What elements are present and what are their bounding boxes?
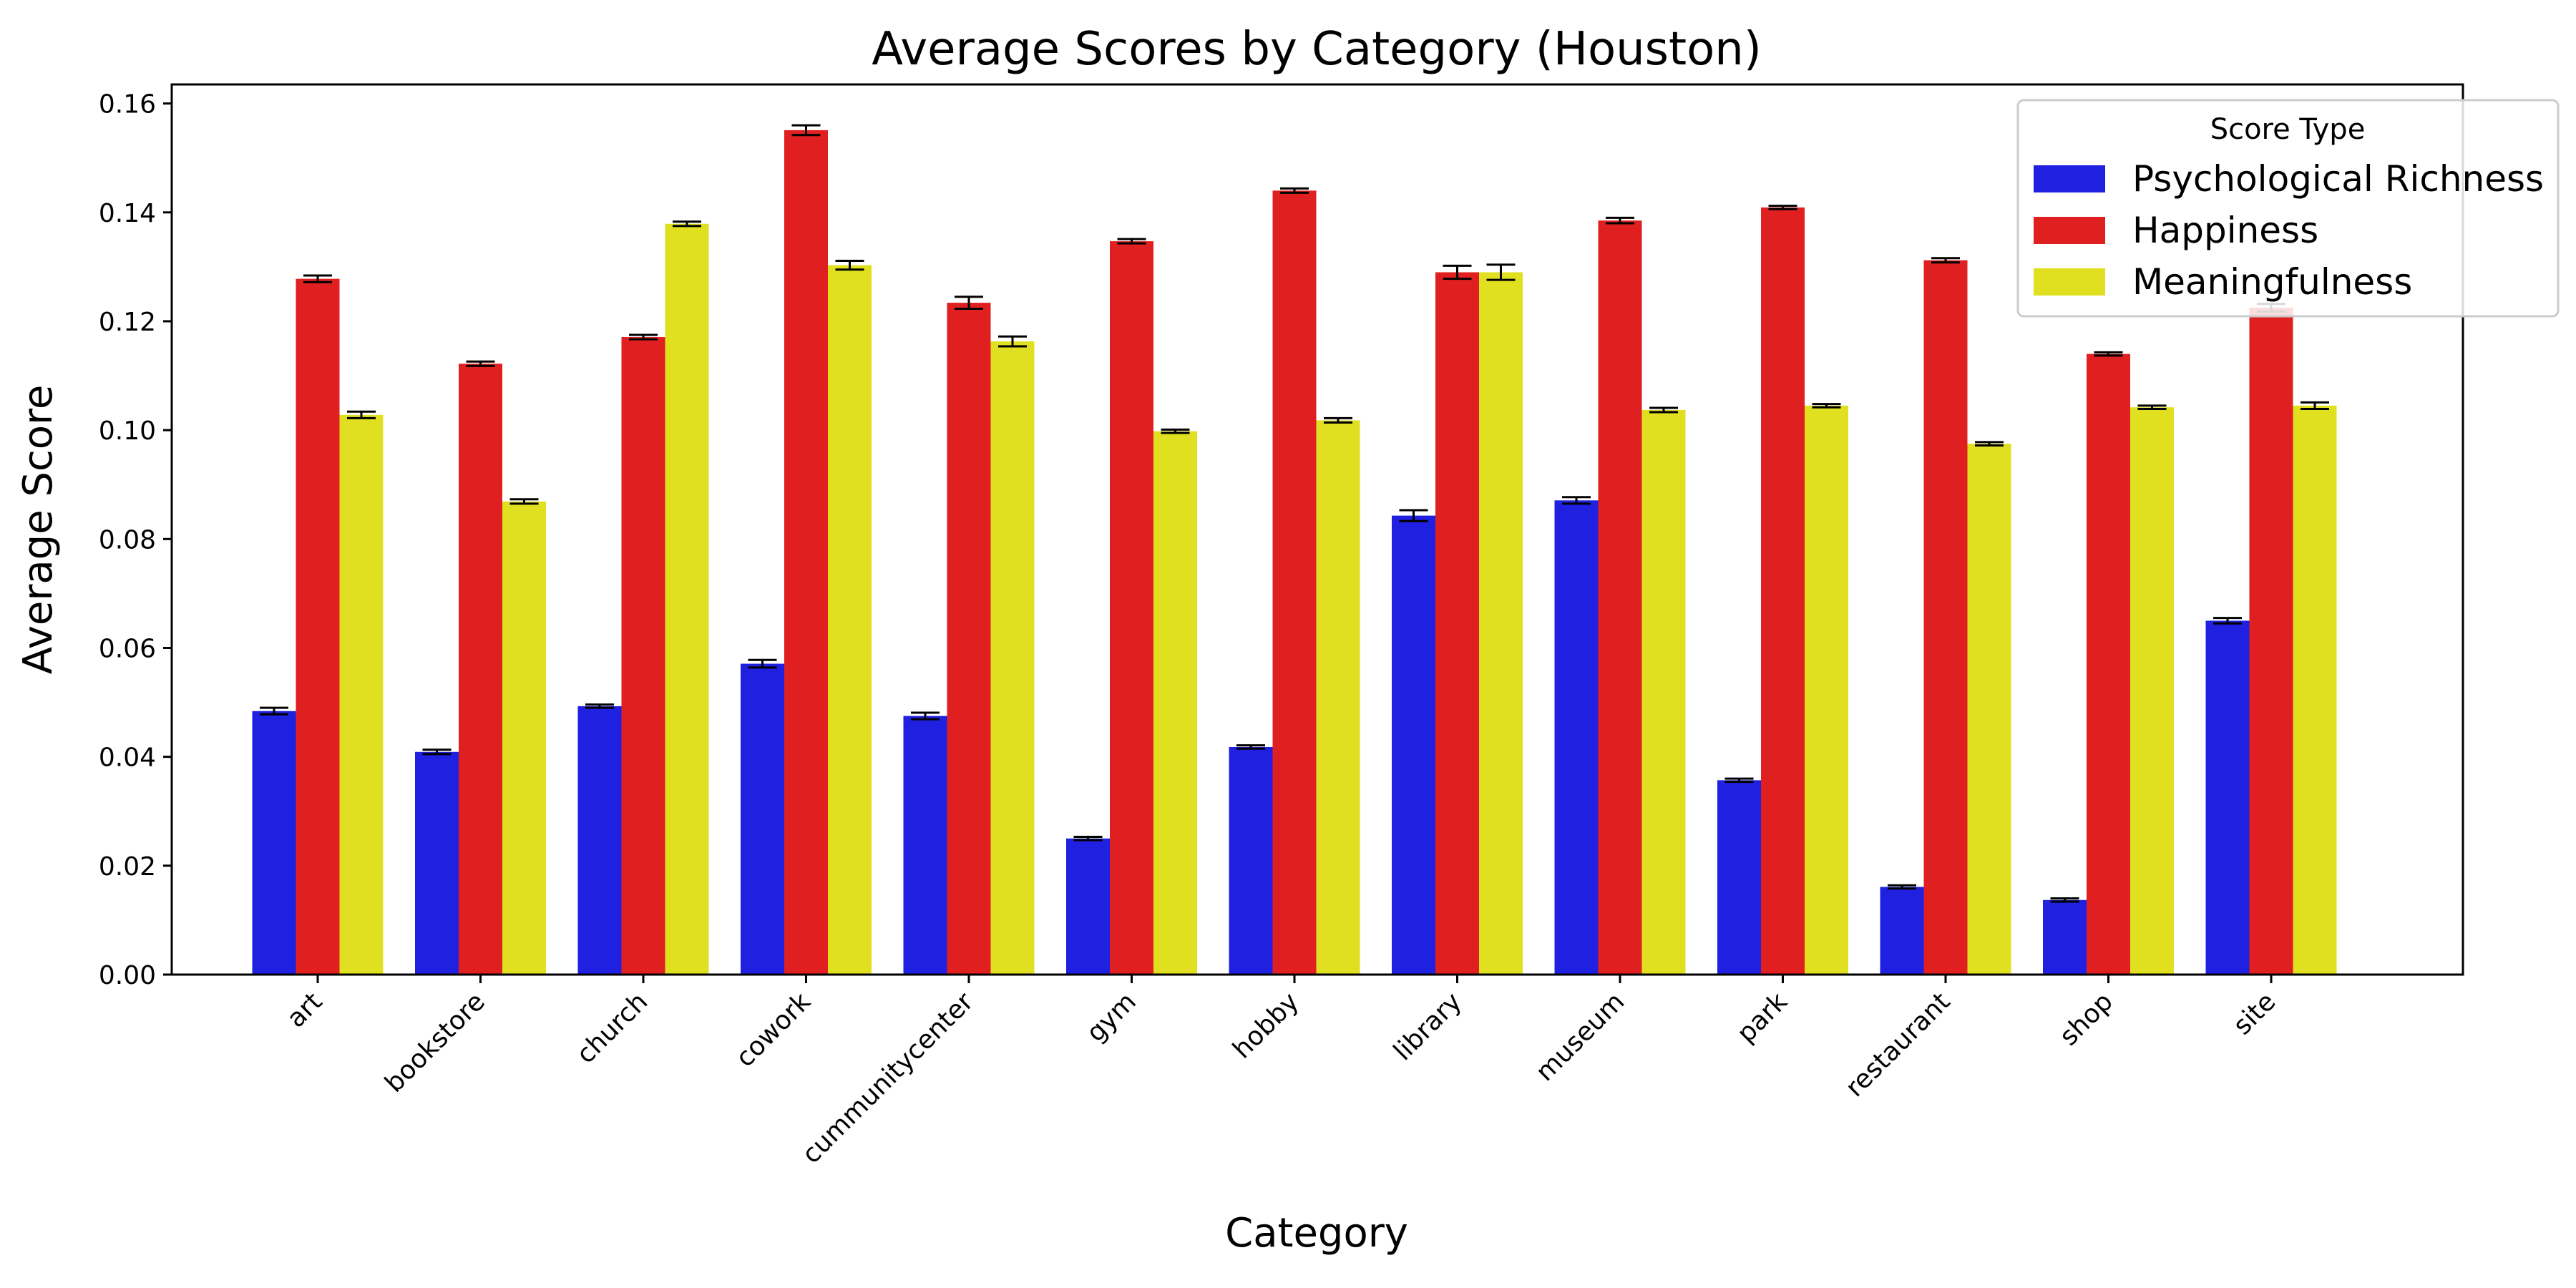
y-tick-label: 0.10 [99,416,156,446]
bar-cowork-1 [784,130,828,975]
bar-art-1 [296,278,340,975]
y-tick-label: 0.14 [99,199,156,228]
bar-museum-1 [1598,220,1642,975]
bar-cummunitycenter-2 [990,341,1035,975]
bar-bookstore-0 [415,751,459,975]
bar-library-2 [1479,272,1523,975]
x-tick-label: shop [2054,987,2119,1051]
bar-hobby-1 [1272,190,1317,975]
bar-cowork-2 [828,265,872,975]
bar-cowork-0 [741,663,784,975]
y-tick-label: 0.06 [99,634,156,663]
x-tick-label: cowork [731,987,816,1073]
bar-park-1 [1761,207,1805,975]
x-tick-label: museum [1531,987,1631,1087]
y-tick-label: 0.12 [99,308,156,337]
bar-church-0 [577,706,622,975]
x-tick-label: art [281,987,328,1033]
y-tick-label: 0.04 [99,743,156,773]
bar-bookstore-2 [502,501,546,975]
bar-shop-0 [2043,899,2087,975]
bar-site-1 [2249,307,2293,975]
legend-label: Meaningfulness [2132,261,2412,303]
bar-site-2 [2293,405,2337,975]
legend-items: Psychological Richness Happiness Meaningfu… [2034,158,2544,303]
x-tick-label: gym [1081,987,1142,1048]
bar-gym-1 [1110,241,1153,975]
bar-cummunitycenter-0 [903,716,947,975]
y-tick-label: 0.00 [99,961,156,990]
bar-hobby-0 [1229,746,1273,975]
bar-shop-1 [2087,353,2130,975]
legend-label: Happiness [2132,210,2318,251]
bar-library-1 [1435,272,1479,975]
bar-park-0 [1717,780,1761,975]
bar-museum-0 [1554,500,1599,975]
plot-area [252,124,2337,975]
y-axis: 0.00 0.02 0.04 0.06 0.08 0.10 0.12 0.14 0.16 [99,90,172,990]
bar-restaurant-0 [1880,887,1924,975]
x-tick-label: bookstore [379,987,490,1098]
legend-swatch [2034,268,2105,296]
bar-site-0 [2205,620,2250,975]
bar-museum-2 [1641,409,1686,975]
x-tick-label: restaurant [1840,987,1956,1103]
bar-art-2 [339,414,384,975]
x-tick-label: cummunitycenter [796,987,979,1169]
legend-swatch [2034,217,2105,244]
bar-art-0 [252,711,296,975]
x-tick-label: church [571,987,653,1069]
bar-library-0 [1392,515,1435,975]
legend-swatch [2034,165,2105,192]
x-tick-label: library [1388,987,1468,1066]
legend-box [2016,99,2560,318]
bar-church-2 [665,223,709,975]
bar-restaurant-1 [1923,260,1968,975]
bar-gym-2 [1153,431,1197,975]
bar-hobby-2 [1316,420,1360,975]
legend-title: Score Type [2210,113,2366,146]
x-tick-label: park [1732,987,1793,1048]
y-tick-label: 0.02 [99,852,156,882]
y-tick-label: 0.08 [99,525,156,555]
bar-church-1 [621,337,665,975]
x-tick-label: hobby [1227,987,1304,1064]
bar-park-2 [1805,405,1848,975]
bar-shop-2 [2130,407,2174,975]
legend: Score Type Psychological Richness Happine… [2016,99,2560,318]
bar-gym-0 [1066,838,1110,975]
bar-cummunitycenter-1 [947,303,991,975]
chart-title: Average Scores by Category (Houston) [872,23,1762,76]
x-tick-label: site [2228,987,2281,1040]
bar-bookstore-1 [459,364,502,975]
legend-label: Psychological Richness [2132,158,2544,200]
plot-frame [170,83,2464,976]
x-axis-title: Category [1225,1210,1408,1257]
bar-restaurant-2 [1967,444,2011,975]
y-axis-title: Average Score [15,385,62,675]
y-tick-label: 0.16 [99,90,156,119]
